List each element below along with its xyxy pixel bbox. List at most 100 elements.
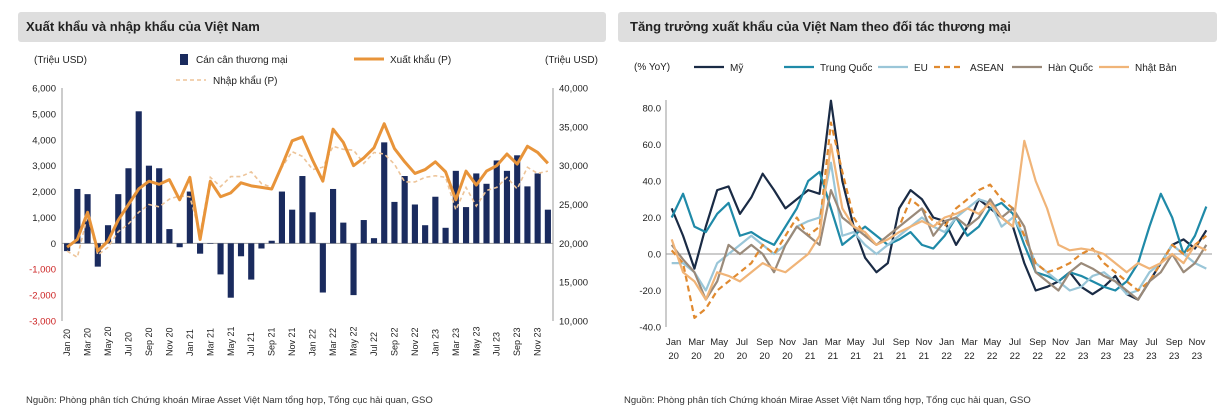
x-tick-label-month: Mar — [688, 337, 704, 348]
x-tick-label-year: 23 — [1146, 351, 1157, 362]
balance-bar — [268, 240, 275, 244]
x-tick-label-month: Jul — [872, 337, 884, 348]
x-tick-label-month: Sep — [1166, 337, 1183, 348]
right-y-tick-label: 20,000 — [559, 239, 588, 250]
x-tick-label-month: Nov — [1188, 337, 1205, 348]
right-y-tick-label: 25,000 — [559, 200, 588, 211]
x-tick-label: Jul 22 — [369, 332, 379, 356]
left-y-tick-label: 2,000 — [32, 187, 56, 198]
balance-bar — [64, 243, 71, 252]
x-tick-label-month: Jul — [1009, 337, 1021, 348]
x-tick-label-year: 22 — [987, 351, 998, 362]
left-chart-panel: Xuất khẩu và nhập khẩu của Việt Nam (Tri… — [0, 0, 612, 417]
balance-bar — [462, 207, 470, 244]
right-y-tick-label: 35,000 — [559, 122, 588, 133]
y-tick-label: 0.0 — [648, 250, 661, 261]
legend-label-balance: Cán cân thương mại — [196, 55, 288, 66]
balance-bar — [544, 209, 551, 244]
legend-label-5: Nhật Bản — [1135, 63, 1177, 74]
legend-label-3: ASEAN — [970, 63, 1004, 74]
x-tick-label-year: 22 — [964, 351, 975, 362]
x-tick-label-month: Jan — [939, 337, 954, 348]
balance-bar — [227, 243, 234, 298]
balance-bar — [442, 227, 449, 244]
balance-bar — [391, 201, 398, 244]
left-chart-source: Nguồn: Phòng phân tích Chứng khoán Mirae… — [26, 395, 433, 406]
x-tick-label-month: Jan — [1076, 337, 1091, 348]
x-tick-label: Jan 20 — [62, 329, 72, 356]
x-tick-label: Sep 22 — [389, 327, 399, 356]
x-tick-label-year: 23 — [1078, 351, 1089, 362]
balance-bar — [166, 229, 173, 244]
balance-bar — [503, 170, 511, 244]
x-tick-label-year: 23 — [1101, 351, 1112, 362]
x-tick-label-year: 20 — [714, 351, 725, 362]
balance-bar — [534, 173, 541, 244]
x-tick-label-year: 20 — [668, 351, 679, 362]
balance-bar — [299, 176, 306, 244]
balance-bar — [217, 243, 224, 275]
legend-label-4: Hàn Quốc — [1048, 62, 1093, 74]
y-tick-label: 20.0 — [643, 213, 662, 224]
balance-bar — [524, 186, 531, 244]
balance-bar — [370, 238, 378, 244]
x-tick-label-month: Sep — [756, 337, 773, 348]
x-tick-label-month: Sep — [1029, 337, 1046, 348]
legend-label-0: Mỹ — [730, 63, 743, 74]
x-tick-label-year: 22 — [1032, 351, 1043, 362]
left-y-tick-label: -3,000 — [29, 317, 56, 328]
x-tick-label: May 22 — [349, 326, 359, 356]
series-line-4 — [670, 189, 1208, 301]
left-y-axis-unit: (Triệu USD) — [34, 55, 87, 66]
x-tick-label: May 20 — [103, 326, 113, 356]
x-tick-label-year: 21 — [873, 351, 884, 362]
left-y-tick-label: 6,000 — [32, 84, 56, 95]
x-tick-label: Jan 21 — [185, 329, 195, 356]
x-tick-label-year: 21 — [919, 351, 930, 362]
x-tick-label-month: Jul — [1145, 337, 1157, 348]
balance-bar — [248, 243, 255, 280]
x-tick-label: Mar 22 — [328, 328, 338, 356]
x-tick-label: Mar 20 — [83, 328, 93, 356]
y-tick-label: -20.0 — [639, 286, 661, 297]
balance-bar — [237, 243, 245, 257]
x-tick-label-month: Mar — [825, 337, 841, 348]
x-tick-label: May 21 — [226, 326, 236, 356]
x-tick-label-month: Jan — [666, 337, 681, 348]
balance-bar — [197, 243, 204, 254]
x-tick-label-month: Sep — [893, 337, 910, 348]
x-tick-label-year: 22 — [1010, 351, 1021, 362]
x-tick-label-year: 23 — [1123, 351, 1134, 362]
x-tick-label: Jan 23 — [430, 329, 440, 356]
balance-bar — [360, 220, 367, 244]
x-tick-label-year: 21 — [896, 351, 907, 362]
series-line-0 — [670, 99, 1208, 301]
x-tick-label: Sep 21 — [267, 327, 277, 356]
series-line-5 — [670, 139, 1207, 301]
x-tick-label-year: 23 — [1169, 351, 1180, 362]
balance-bar — [289, 209, 296, 244]
right-y-tick-label: 15,000 — [559, 278, 588, 289]
x-tick-label-month: Mar — [961, 337, 977, 348]
balance-bar — [74, 188, 81, 244]
x-tick-label-month: May — [710, 337, 728, 348]
x-tick-label: Nov 21 — [287, 327, 297, 356]
balance-bar — [94, 243, 101, 267]
x-tick-label-year: 22 — [1055, 351, 1066, 362]
y-tick-label: 40.0 — [643, 177, 662, 188]
legend-swatch-balance — [180, 54, 188, 65]
x-tick-label-year: 20 — [737, 351, 748, 362]
x-tick-label: Nov 20 — [164, 327, 174, 356]
balance-bar — [340, 222, 347, 244]
x-tick-label-year: 22 — [941, 351, 952, 362]
x-tick-label-month: Nov — [915, 337, 932, 348]
x-tick-label: Sep 23 — [512, 327, 522, 356]
y-axis-unit: (% YoY) — [634, 62, 670, 73]
x-tick-label-month: May — [847, 337, 865, 348]
x-tick-label-month: May — [983, 337, 1001, 348]
right-y-tick-label: 40,000 — [559, 84, 588, 95]
legend-label-1: Trung Quốc — [820, 62, 872, 74]
x-tick-label-month: Nov — [779, 337, 796, 348]
x-tick-label-month: Nov — [1052, 337, 1069, 348]
series-line-1 — [670, 170, 1208, 292]
